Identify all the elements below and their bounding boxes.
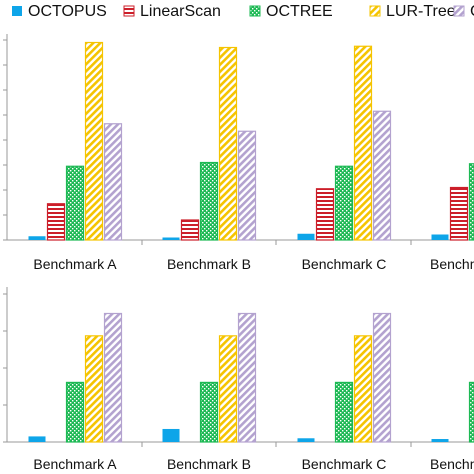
legend-swatch-octree — [249, 5, 261, 17]
bar-lur-tree-benchmark-c — [353, 45, 373, 241]
x-tick-label-benchmark-b: Benchmark B — [167, 456, 251, 472]
x-tick-label-benchmark-d: Benchm — [430, 256, 474, 272]
bar-octopus-benchmark-a — [28, 436, 46, 442]
legend-swatch-octopus — [12, 6, 22, 16]
x-tick-label-benchmark-d: Benchm — [430, 456, 474, 472]
legend-label-octree: OCTREE — [266, 3, 333, 20]
legend-item-c: C — [453, 3, 474, 20]
bar-lur-tree-benchmark-b — [218, 335, 238, 443]
x-tick-label-benchmark-c: Benchmark C — [302, 256, 387, 272]
x-tick-label-benchmark-a: Benchmark A — [33, 256, 117, 272]
bar-octree-benchmark-d — [468, 381, 474, 443]
bar-linearscan-benchmark-d — [449, 186, 469, 241]
bar-octree-benchmark-a — [65, 381, 85, 443]
legend-item-lur-tree: LUR-Tree — [369, 3, 456, 20]
legend-swatch-c — [453, 5, 465, 17]
bar-octopus-benchmark-c — [297, 233, 315, 240]
bar-c-benchmark-c — [372, 312, 392, 443]
bar-octree-benchmark-a — [65, 165, 85, 241]
legend-label-linearscan: LinearScan — [140, 3, 221, 20]
legend-swatch-lur-tree — [369, 5, 381, 17]
bar-c-benchmark-b — [237, 312, 257, 443]
legend-item-octopus: OCTOPUS — [12, 3, 107, 20]
bar-c-benchmark-a — [103, 312, 123, 443]
chart-bottom-panel: Benchmark A Benchmark B Benchmark C Benchm — [3, 287, 474, 472]
bar-octopus-benchmark-c — [297, 438, 315, 442]
bar-octopus-benchmark-d — [431, 234, 449, 240]
legend-label-c: C — [470, 3, 474, 20]
bar-lur-tree-benchmark-a — [84, 335, 104, 443]
chart-top-panel: Benchmark A Benchmark B Benchmark C Benchm — [3, 34, 474, 272]
bar-octree-benchmark-b — [199, 381, 219, 443]
x-tick-label-benchmark-c: Benchmark C — [302, 456, 387, 472]
bar-lur-tree-benchmark-a — [84, 41, 104, 241]
bar-octopus-benchmark-a — [28, 236, 46, 240]
bar-octopus-benchmark-d — [431, 439, 449, 442]
bar-octopus-benchmark-b — [162, 428, 180, 442]
x-tick-label-benchmark-a: Benchmark A — [33, 456, 117, 472]
legend-item-linearscan: LinearScan — [123, 3, 221, 20]
bar-linearscan-benchmark-a — [46, 203, 66, 241]
x-tick-label-benchmark-b: Benchmark B — [167, 256, 251, 272]
bar-octree-benchmark-c — [334, 165, 354, 241]
bar-c-benchmark-c — [372, 110, 392, 241]
bar-octree-benchmark-b — [199, 161, 219, 241]
bar-lur-tree-benchmark-b — [218, 46, 238, 241]
bar-c-benchmark-b — [237, 130, 257, 241]
bar-octopus-benchmark-b — [162, 237, 180, 240]
bar-linearscan-benchmark-c — [315, 188, 335, 241]
legend-label-octopus: OCTOPUS — [28, 3, 107, 20]
bar-octree-benchmark-c — [334, 381, 354, 443]
legend-label-lur-tree: LUR-Tree — [386, 3, 456, 20]
bar-c-benchmark-a — [103, 123, 123, 241]
legend-item-octree: OCTREE — [249, 3, 333, 20]
bar-octree-benchmark-d — [468, 163, 474, 241]
bar-lur-tree-benchmark-c — [353, 335, 373, 443]
chart-legend: OCTOPUS LinearScan OCTREE LUR-Tree C — [12, 3, 474, 20]
legend-swatch-linearscan — [123, 5, 135, 17]
bar-linearscan-benchmark-b — [180, 219, 200, 241]
